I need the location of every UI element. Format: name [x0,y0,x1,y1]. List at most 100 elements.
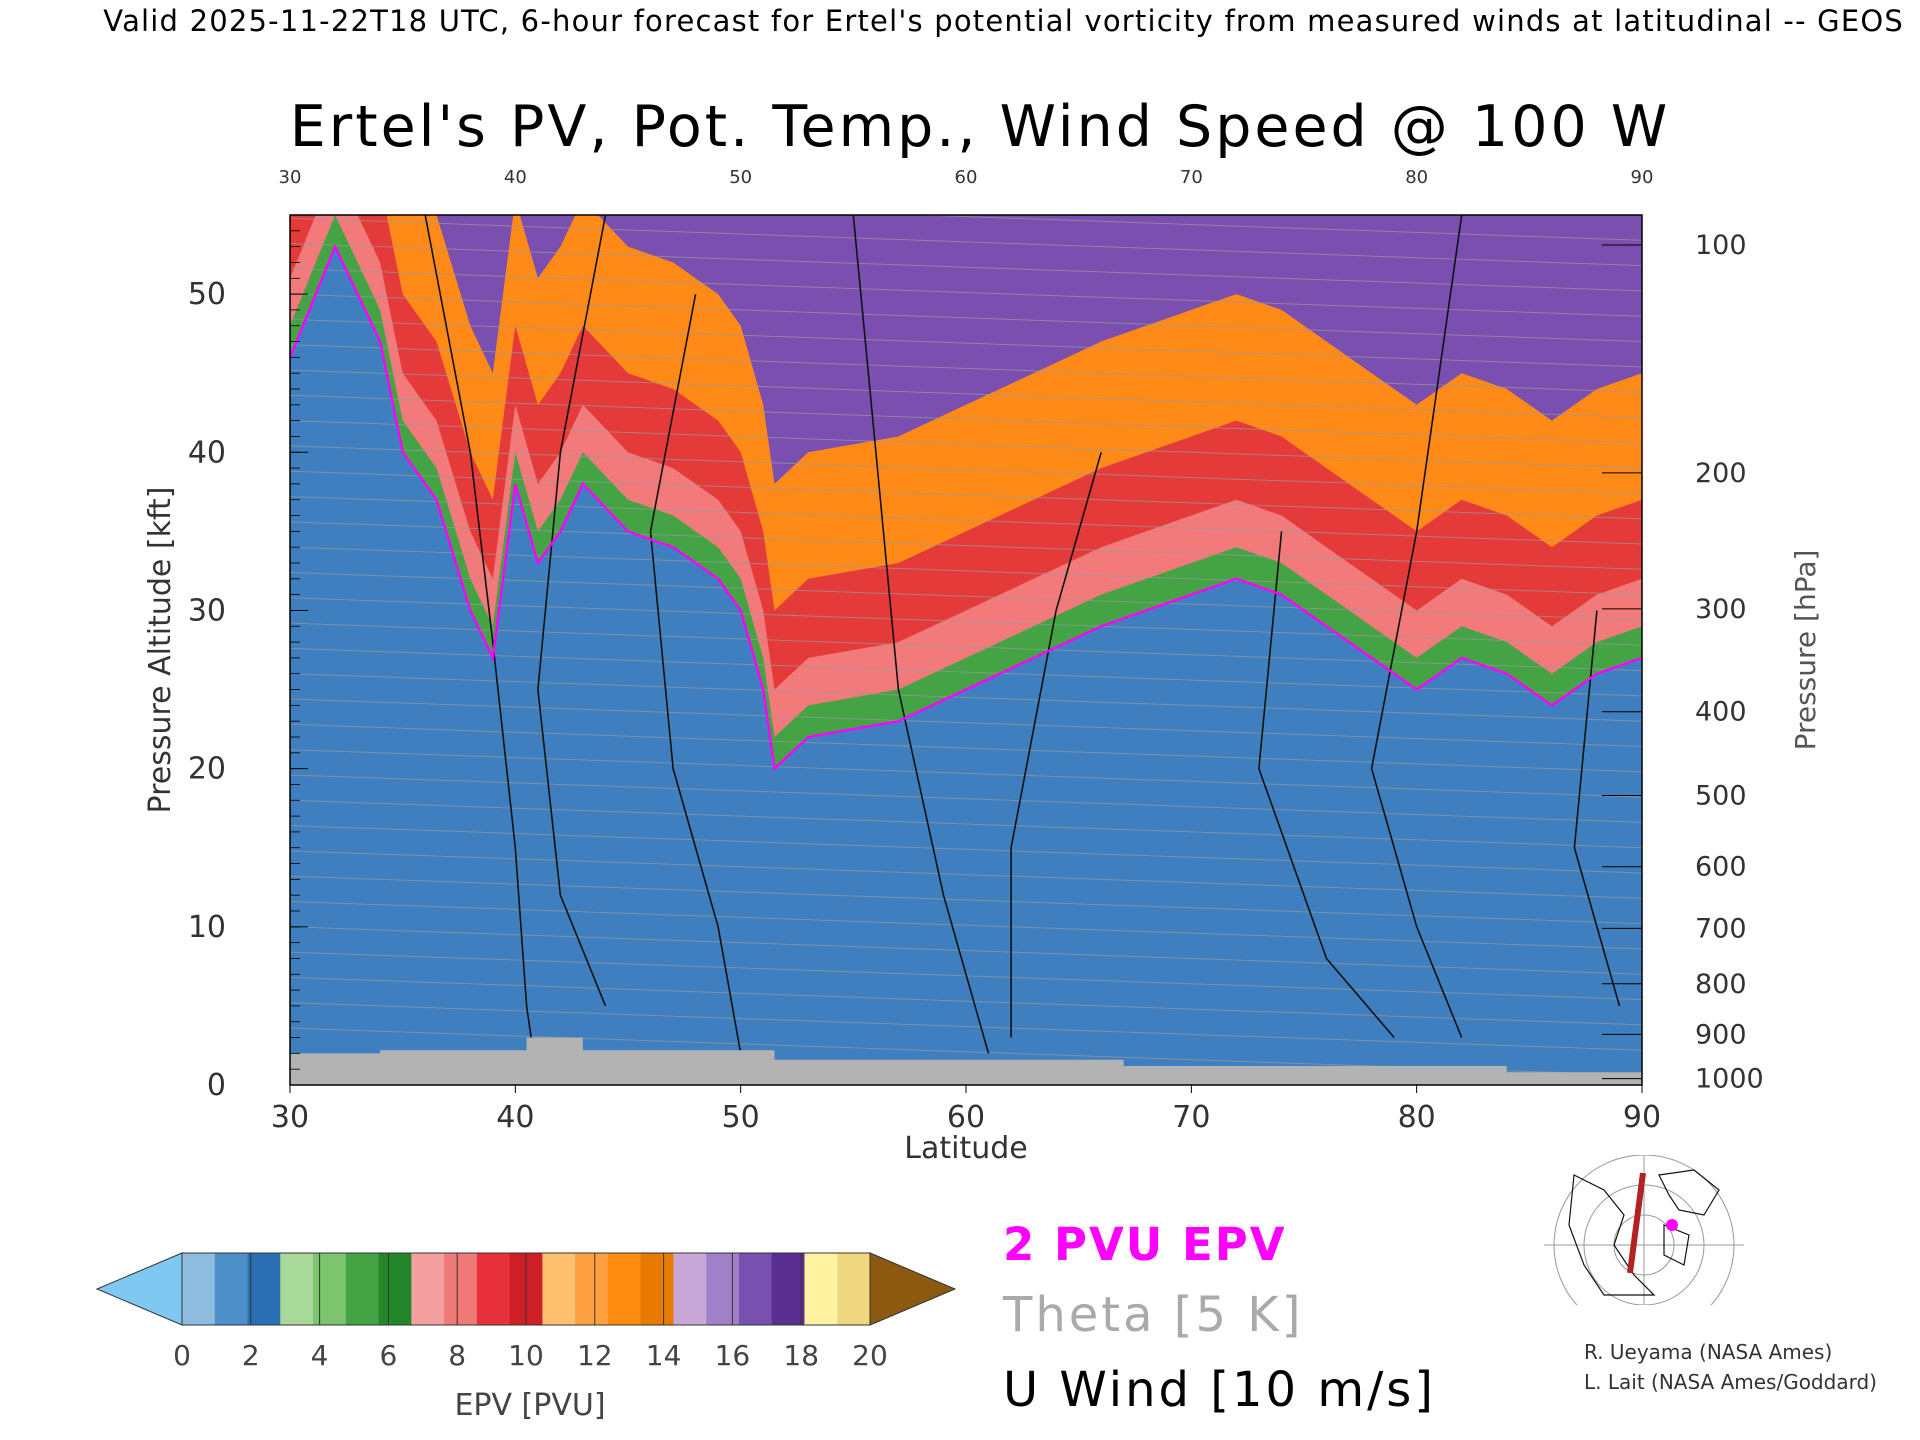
pressure-tick-label: 800 [1695,969,1747,1000]
y-axis-label: Pressure Altitude [kft] [143,487,178,814]
pressure-tick-label: 600 [1695,852,1747,883]
theta-contour [290,546,1642,596]
credit-line-2: L. Lait (NASA Ames/Goddard) [1584,1370,1877,1394]
legend-uwind: U Wind [10 m/s] [1003,1362,1437,1418]
colorbar-segment [182,1253,216,1325]
colorbar-segment [706,1253,740,1325]
u-wind-contour [1370,215,1463,1038]
x-tick-label: 90 [1623,1100,1661,1135]
theta-contour [290,420,1642,469]
terrain-fill [290,1037,1642,1085]
pressure-tick-label: 500 [1695,781,1747,812]
x-axis-label: Latitude [904,1131,1027,1166]
pv2-line [290,243,1642,772]
colorbar-segment [214,1253,249,1325]
pressure-tick-label: 400 [1695,697,1747,728]
pv-field [290,215,1642,769]
theta-contour [290,622,1642,672]
x-top-tick-label: 50 [729,167,752,188]
colorbar-segment [673,1253,707,1325]
locator-map-icon [1544,1155,1744,1305]
credit-line-1: R. Ueyama (NASA Ames) [1584,1340,1833,1364]
u-wind-contour [852,215,990,1054]
x-tick-label: 70 [1172,1100,1210,1135]
pressure-tick-label: 700 [1695,913,1747,944]
u-wind-contour [424,215,539,1085]
colorbar-under-arrow [95,1252,183,1326]
terrain [290,1037,1642,1085]
x-tick-label: 30 [271,1100,309,1135]
colorbar-over-arrow [869,1252,957,1326]
colorbar-tick-label: 2 [242,1339,260,1372]
x-top-tick-label: 90 [1631,167,1654,188]
colorbar-segment [607,1253,642,1325]
colorbar-segment [837,1253,871,1325]
x-top-tick-label: 40 [504,167,527,188]
pressure-tick-label: 100 [1695,230,1747,261]
chart-title: Ertel's PV, Pot. Temp., Wind Speed @ 100… [289,94,1671,160]
colorbar-segment [575,1253,609,1325]
wind-contours [290,215,1642,1085]
pv-band-5 [290,215,1642,358]
colorbar-segment [444,1253,478,1325]
theta-contour [290,521,1642,570]
theta-contour [290,749,1642,798]
colorbar-tick-label: 6 [379,1339,397,1372]
theta-contour [290,344,1642,393]
u-wind-contour [1010,452,1102,1038]
x-tick-label: 50 [722,1100,760,1135]
u-wind-contour [537,215,607,1007]
colorbar-segment [378,1253,412,1325]
x-tick-label: 80 [1398,1100,1436,1135]
header-text: Valid 2025-11-22T18 UTC, 6-hour forecast… [103,4,1904,38]
theta-contour [906,215,1642,241]
colorbar-segment [738,1253,773,1325]
theta-contour [290,293,1642,342]
theta-contour [290,926,1642,975]
theta-contour [290,723,1642,773]
colorbar-tick-label: 14 [646,1339,682,1372]
colorbar-tick-label: 20 [852,1339,888,1372]
x-tick-label: 60 [947,1100,985,1135]
y-tick-label: 40 [188,435,226,470]
x-top-tick-label: 60 [955,167,978,188]
u-wind-contour [649,293,742,1054]
theta-contour [290,369,1642,418]
u-wind-contour [1573,610,1621,1007]
theta-contour [290,470,1642,520]
pressure-tick-label: 200 [1695,458,1747,489]
y-tick-label: 30 [188,593,226,628]
theta-contour [290,901,1642,950]
colorbar-segment [247,1253,281,1325]
x-tick-label: 40 [496,1100,534,1135]
theta-contour [290,673,1642,722]
theta-contour [290,318,1642,368]
theta-contour [290,774,1642,823]
theta-contour [290,243,1642,292]
colorbar-segment [640,1253,674,1325]
colorbar-tick-label: 8 [448,1339,466,1372]
pressure-tick-label: 900 [1695,1019,1747,1050]
x-top-tick-label: 70 [1180,167,1203,188]
theta-contour [290,825,1642,874]
colorbar-segment [280,1253,314,1325]
theta-contour [290,647,1642,697]
colorbar-segment [804,1253,838,1325]
colorbar-segment [345,1253,380,1325]
colorbar-tick-label: 12 [577,1339,613,1372]
y-tick-label: 50 [188,277,226,312]
colorbar-tick-label: 0 [173,1339,191,1372]
colorbar-segment [476,1253,511,1325]
theta-contour [290,496,1642,545]
pv-band-4 [290,215,1642,484]
colorbar-segment [542,1253,576,1325]
colorbar-tick-label: 18 [783,1339,819,1372]
legend-pv: 2 PVU EPV [1003,1218,1287,1271]
theta-contour [290,976,1642,1026]
theta-contour [290,268,1642,317]
x-top-tick-label: 30 [279,167,302,188]
theta-contour [290,445,1642,494]
colorbar-label: EPV [PVU] [454,1388,605,1423]
